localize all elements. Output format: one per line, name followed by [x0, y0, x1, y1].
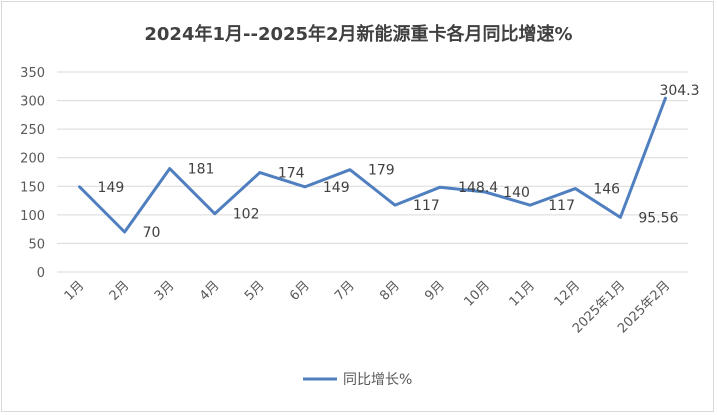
- data-label: 102: [233, 207, 260, 223]
- data-label: 146: [593, 182, 620, 198]
- data-labels: 149 70 181 102 174 149 179 117 148.4 140 117 146 95.…: [98, 83, 700, 241]
- series-lines: [78, 96, 667, 234]
- data-label: 117: [413, 198, 440, 214]
- x-tick-label: 2月: [107, 278, 133, 304]
- y-tick-label: 100: [20, 209, 45, 224]
- x-tick-label: 12月: [552, 278, 583, 309]
- data-label: 304.3: [659, 83, 699, 99]
- x-tick-label: 9月: [422, 278, 448, 304]
- y-tick-label: 150: [20, 180, 45, 195]
- x-tick-label: 1月: [62, 278, 88, 304]
- x-tick-label: 6月: [287, 278, 313, 304]
- data-label: 70: [143, 225, 161, 241]
- data-label: 181: [188, 162, 215, 178]
- y-tick-label: 50: [28, 237, 45, 252]
- x-tick-label: 5月: [242, 278, 268, 304]
- x-axis-ticks: 1月 2月 3月 4月 5月 6月 7月 8月 9月 10月 11月 12月2025年1月2025年2…: [62, 278, 674, 336]
- y-tick-label: 300: [20, 95, 45, 110]
- data-label: 174: [278, 166, 305, 182]
- data-label: 148.4: [458, 180, 498, 196]
- legend-label: 同比增长%: [343, 372, 412, 388]
- x-tick-label: 7月: [332, 278, 358, 304]
- data-label: 117: [548, 198, 575, 214]
- data-label: 179: [368, 163, 395, 179]
- y-axis-ticks: 0 50 100 150 200 250 300 350: [20, 66, 45, 281]
- data-label: 149: [98, 180, 125, 196]
- gridlines: [57, 71, 688, 273]
- x-tick-label: 8月: [377, 278, 403, 304]
- legend: 同比增长%: [303, 372, 412, 388]
- y-tick-label: 0: [37, 266, 45, 281]
- x-tick-label: 10月: [462, 278, 493, 309]
- y-tick-label: 200: [20, 152, 45, 167]
- data-label: 95.56: [638, 210, 678, 226]
- data-label: 149: [323, 180, 350, 196]
- chart-title: 2024年1月--2025年2月新能源重卡各月同比增速%: [144, 24, 573, 45]
- data-label: 140: [503, 185, 530, 201]
- series-line: [78, 96, 667, 234]
- x-tick-label: 11月: [507, 278, 538, 309]
- y-tick-label: 350: [20, 66, 45, 81]
- y-tick-label: 250: [20, 123, 45, 138]
- x-tick-label: 4月: [197, 278, 223, 304]
- x-tick-label: 3月: [152, 278, 178, 304]
